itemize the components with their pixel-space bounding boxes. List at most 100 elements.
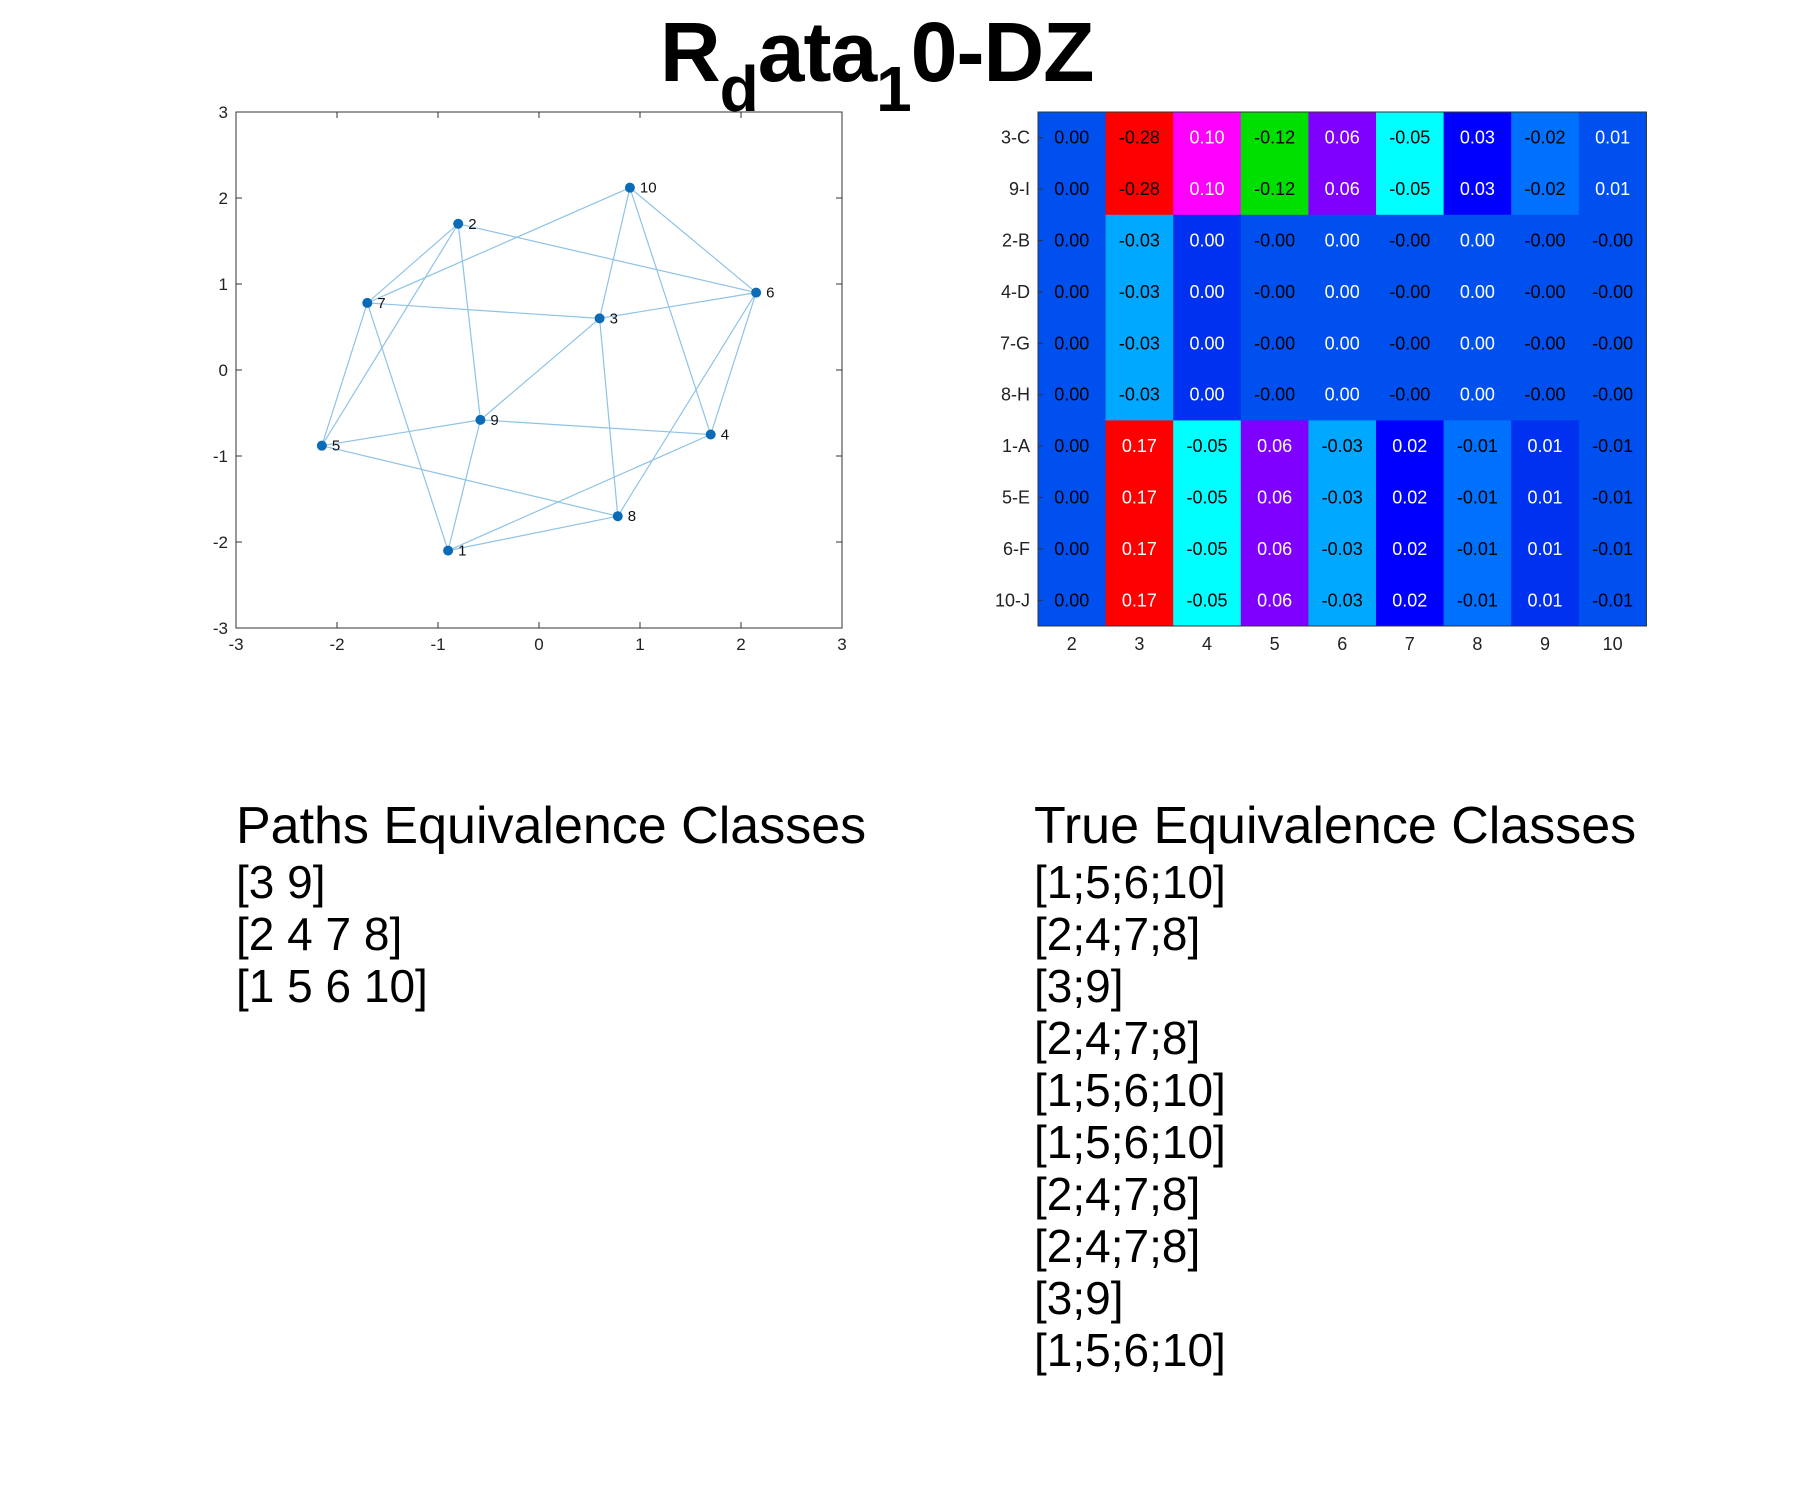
cell-value-label: 0.00: [1054, 385, 1089, 405]
graph-edge: [599, 292, 757, 319]
true-class-item: [3;9]: [1034, 960, 1124, 1012]
cell-value-label: -0.00: [1389, 282, 1430, 302]
heatmap-chart: 0.00 -0.28 0.10 -0.12 0.06 -0.05 0.03 -0.02 0.01…: [995, 111, 1647, 654]
cell-value-label: -0.02: [1524, 179, 1565, 199]
cell-value-label: -0.03: [1322, 590, 1363, 610]
cell-value-label: -0.12: [1254, 128, 1295, 148]
true-class-item: [1;5;6;10]: [1034, 1324, 1226, 1376]
column-label: 9: [1540, 634, 1550, 654]
true-class-item: [2;4;7;8]: [1034, 1168, 1201, 1220]
heatmap-cell: [1173, 420, 1242, 473]
paths-equivalence-panel: Paths Equivalence Classes [3 9] [2 4 7 8…: [236, 796, 866, 1012]
true-class-item: [2;4;7;8]: [1034, 1220, 1201, 1272]
row-label: 9-I: [1009, 179, 1030, 199]
graph-edge: [447, 433, 711, 552]
heatmap-cell: [1308, 420, 1377, 473]
cell-value-label: -0.00: [1524, 282, 1565, 302]
row-label: 1-A: [1002, 436, 1030, 456]
true-class-item: [1;5;6;10]: [1034, 856, 1226, 908]
cell-value-label: 0.06: [1257, 436, 1292, 456]
cell-value-label: -0.00: [1524, 385, 1565, 405]
cell-value-label: 0.17: [1122, 539, 1157, 559]
x-tick-label: 3: [837, 635, 846, 654]
cell-value-label: -0.03: [1322, 539, 1363, 559]
x-tick-label: -2: [329, 635, 344, 654]
cell-value-label: -0.01: [1592, 590, 1633, 610]
heatmap-cell: [1376, 317, 1445, 370]
heatmap-cell: [1443, 112, 1512, 164]
cell-value-label: 0.00: [1054, 282, 1089, 302]
heatmap-cell: [1443, 420, 1512, 473]
row-label: 10-J: [995, 590, 1030, 610]
column-label: 7: [1405, 634, 1415, 654]
row-label: 4-D: [1001, 282, 1030, 302]
heatmap-cell: [1376, 369, 1445, 421]
heatmap-cell: [1578, 420, 1647, 473]
heatmap-cell: [1376, 266, 1445, 319]
cell-value-label: -0.01: [1457, 436, 1498, 456]
heatmap-cell: [1308, 369, 1377, 421]
cell-value-label: 0.00: [1460, 385, 1495, 405]
heatmap-cell: [1511, 112, 1580, 164]
cell-value-label: 0.00: [1460, 333, 1495, 353]
graph-edge: [480, 419, 711, 436]
heatmap-cell: [1038, 523, 1107, 576]
figure-title: Rdata10-DZ: [0, 0, 1800, 140]
heatmap-cell: [1376, 523, 1445, 576]
node-label: 2: [468, 216, 476, 233]
heatmap-cell: [1308, 163, 1377, 216]
true-class-item: [3;9]: [1034, 1272, 1124, 1324]
cell-value-label: -0.01: [1457, 539, 1498, 559]
heatmap-frame: [1037, 111, 1647, 627]
y-tick-label: 1: [219, 275, 228, 294]
heatmap-cell: [1511, 523, 1580, 576]
column-label: 4: [1202, 634, 1212, 654]
heatmap-cell: [1443, 471, 1512, 524]
cell-value-label: 0.06: [1325, 179, 1360, 199]
paths-class-item: [3 9]: [236, 856, 326, 908]
graph-edge: [321, 223, 459, 446]
heatmap-cell: [1511, 266, 1580, 319]
heatmap-cell: [1173, 214, 1242, 267]
y-tick-label: -3: [213, 619, 228, 638]
heatmap-cell: [1105, 214, 1174, 267]
heatmap-cell: [1105, 112, 1174, 164]
heatmap-cell: [1038, 163, 1107, 216]
cell-value-label: -0.00: [1592, 231, 1633, 251]
cell-value-label: -0.28: [1119, 128, 1160, 148]
cell-value-label: 0.10: [1189, 179, 1224, 199]
graph-node: [612, 511, 623, 522]
graph-edge: [321, 419, 481, 447]
cell-value-label: -0.01: [1457, 488, 1498, 508]
y-tick-label: -1: [213, 447, 228, 466]
row-label: 5-E: [1002, 488, 1030, 508]
graph-edge: [447, 515, 618, 552]
cell-value-label: 0.06: [1257, 488, 1292, 508]
heatmap-cell: [1511, 163, 1580, 216]
heatmap-cell: [1578, 112, 1647, 164]
node-label: 9: [490, 412, 498, 429]
heatmap-cell: [1308, 317, 1377, 370]
paths-class-item: [2 4 7 8]: [236, 908, 403, 960]
heatmap-cell: [1376, 214, 1445, 267]
cell-value-label: 0.00: [1325, 282, 1360, 302]
cell-value-label: 0.02: [1392, 539, 1427, 559]
graph-edge: [710, 292, 757, 435]
cell-value-label: -0.05: [1186, 436, 1227, 456]
cell-value-label: 0.00: [1189, 231, 1224, 251]
graph-node: [316, 440, 327, 451]
paths-class-item: [1 5 6 10]: [236, 960, 428, 1012]
heatmap-cell: [1511, 214, 1580, 267]
heatmap-cell: [1105, 420, 1174, 473]
node-label: 7: [377, 295, 385, 312]
cell-value-label: -0.00: [1254, 231, 1295, 251]
cell-value-label: -0.05: [1389, 128, 1430, 148]
y-tick-label: -2: [213, 533, 228, 552]
heatmap-cell: [1038, 471, 1107, 524]
heatmap-cell: [1511, 471, 1580, 524]
cell-value-label: 0.17: [1122, 488, 1157, 508]
cell-value-label: -0.01: [1592, 539, 1633, 559]
cell-value-label: 0.00: [1189, 282, 1224, 302]
title-ata: ata: [757, 5, 877, 99]
heatmap-cell: [1578, 214, 1647, 267]
